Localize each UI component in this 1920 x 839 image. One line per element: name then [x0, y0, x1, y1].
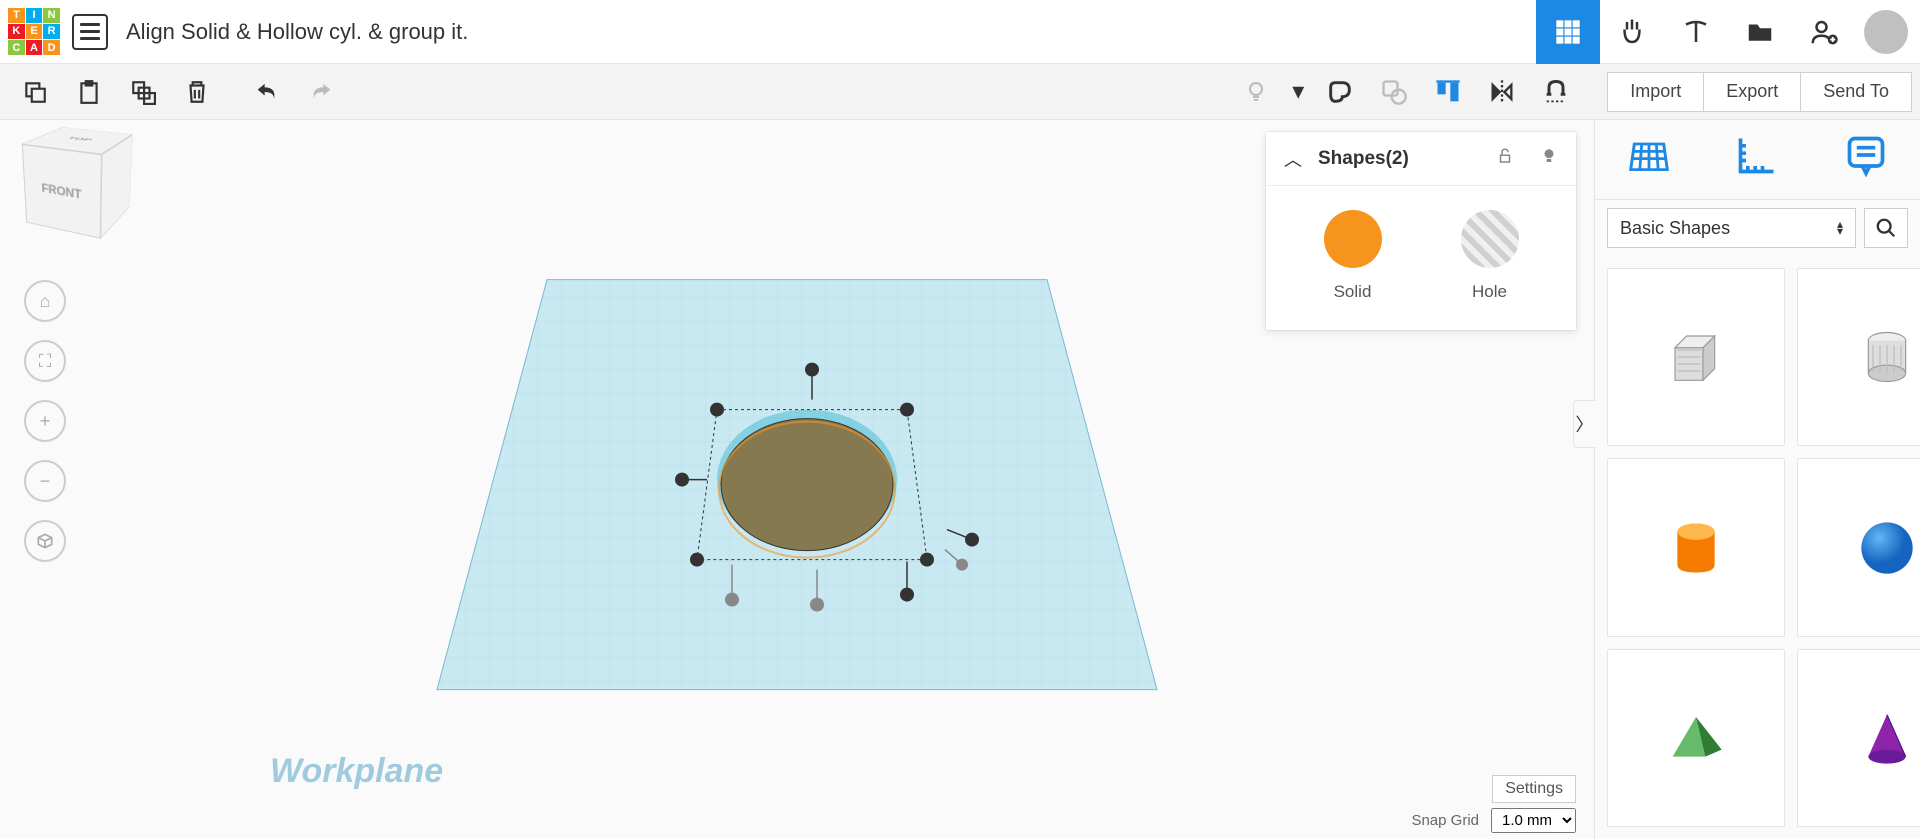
shape-cylinder-orange[interactable]: [1607, 458, 1785, 636]
top-right-tools: [1536, 0, 1908, 63]
workplane-label: Workplane: [270, 752, 443, 791]
paste-icon[interactable]: [62, 68, 116, 116]
zoom-in-icon[interactable]: +: [24, 400, 66, 442]
snap-row: Settings Snap Grid 1.0 mm: [1411, 808, 1576, 833]
ruler-tab-icon[interactable]: [1735, 133, 1779, 186]
hole-swatch: [1461, 210, 1519, 268]
document-title[interactable]: Align Solid & Hollow cyl. & group it.: [126, 19, 1536, 45]
shape-cylinder-hole[interactable]: [1797, 268, 1920, 446]
tinkercad-logo[interactable]: TIN KER CAD: [8, 8, 60, 56]
mirror-icon[interactable]: [1475, 68, 1529, 116]
fit-view-icon[interactable]: ⛶: [24, 340, 66, 382]
group-icon[interactable]: [1313, 68, 1367, 116]
collapse-panel-icon[interactable]: 〉: [1573, 400, 1595, 448]
chevron-updown-icon: ▴▾: [1837, 221, 1843, 235]
bulb-small-icon[interactable]: [1540, 147, 1558, 170]
hole-option[interactable]: Hole: [1461, 210, 1519, 302]
inspector-title: Shapes(2): [1318, 148, 1470, 170]
hole-label: Hole: [1472, 282, 1507, 302]
pickaxe-icon[interactable]: [1664, 0, 1728, 64]
viewcube-front[interactable]: FRONT: [22, 144, 102, 239]
top-bar: TIN KER CAD Align Solid & Hollow cyl. & …: [0, 0, 1920, 64]
shape-pyramid-green[interactable]: [1607, 649, 1785, 827]
shape-inspector: ︿ Shapes(2) Solid Hole: [1266, 132, 1576, 330]
export-button[interactable]: Export: [1704, 72, 1801, 112]
hand-icon[interactable]: [1600, 0, 1664, 64]
chevron-up-icon[interactable]: ︿: [1284, 146, 1302, 172]
view-nav-buttons: ⌂ ⛶ + −: [24, 280, 66, 562]
canvas-viewport[interactable]: TOP FRONT ⌂ ⛶ + −: [0, 120, 1594, 839]
ungroup-icon: [1367, 68, 1421, 116]
snap-icon[interactable]: [1529, 68, 1583, 116]
avatar[interactable]: [1864, 10, 1908, 54]
shape-grid: ★: [1595, 256, 1920, 839]
ortho-view-icon[interactable]: [24, 520, 66, 562]
category-select[interactable]: Basic Shapes ▴▾: [1607, 208, 1856, 248]
solid-option[interactable]: Solid: [1324, 210, 1382, 302]
duplicate-icon[interactable]: [116, 68, 170, 116]
workplane-tab-icon[interactable]: [1627, 133, 1671, 186]
bulb-dropdown-icon[interactable]: ▾: [1283, 68, 1313, 116]
redo-icon: [294, 68, 348, 116]
note-tab-icon[interactable]: [1844, 133, 1888, 186]
main-area: TOP FRONT ⌂ ⛶ + −: [0, 120, 1920, 839]
viewcube[interactable]: TOP FRONT: [40, 138, 130, 228]
delete-icon[interactable]: [170, 68, 224, 116]
bulb-icon[interactable]: [1229, 68, 1283, 116]
grid-icon[interactable]: [1536, 0, 1600, 64]
side-panel: 〉 Basic Shapes ▴▾: [1594, 120, 1920, 839]
search-icon[interactable]: [1864, 208, 1908, 248]
solid-swatch: [1324, 210, 1382, 268]
lock-icon[interactable]: [1496, 147, 1514, 170]
shape-box-hole[interactable]: [1607, 268, 1785, 446]
settings-button[interactable]: Settings: [1492, 775, 1576, 803]
shape-sphere-blue[interactable]: ★: [1797, 458, 1920, 636]
design-menu-button[interactable]: [72, 14, 108, 50]
shape-cone-purple[interactable]: [1797, 649, 1920, 827]
import-button[interactable]: Import: [1607, 72, 1704, 112]
workplane[interactable]: [417, 249, 1177, 729]
folder-icon[interactable]: [1728, 0, 1792, 64]
user-add-icon[interactable]: [1792, 0, 1856, 64]
sendto-button[interactable]: Send To: [1801, 72, 1912, 112]
align-icon[interactable]: [1421, 68, 1475, 116]
home-view-icon[interactable]: ⌂: [24, 280, 66, 322]
snap-grid-label: Snap Grid: [1411, 812, 1479, 829]
zoom-out-icon[interactable]: −: [24, 460, 66, 502]
main-toolbar: ▾ Import Export Send To: [0, 64, 1920, 120]
category-label: Basic Shapes: [1620, 218, 1730, 239]
snap-grid-select[interactable]: 1.0 mm: [1491, 808, 1576, 833]
copy-icon[interactable]: [8, 68, 62, 116]
solid-label: Solid: [1334, 282, 1372, 302]
undo-icon[interactable]: [240, 68, 294, 116]
